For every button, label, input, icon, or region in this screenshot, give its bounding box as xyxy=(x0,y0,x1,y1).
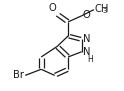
Text: H: H xyxy=(88,55,93,64)
Text: CH: CH xyxy=(94,4,108,14)
Text: Br: Br xyxy=(13,70,24,80)
Text: O: O xyxy=(83,10,90,20)
Text: N: N xyxy=(83,47,91,57)
Text: O: O xyxy=(49,3,57,13)
Text: N: N xyxy=(83,34,91,44)
Text: 3: 3 xyxy=(102,8,107,14)
